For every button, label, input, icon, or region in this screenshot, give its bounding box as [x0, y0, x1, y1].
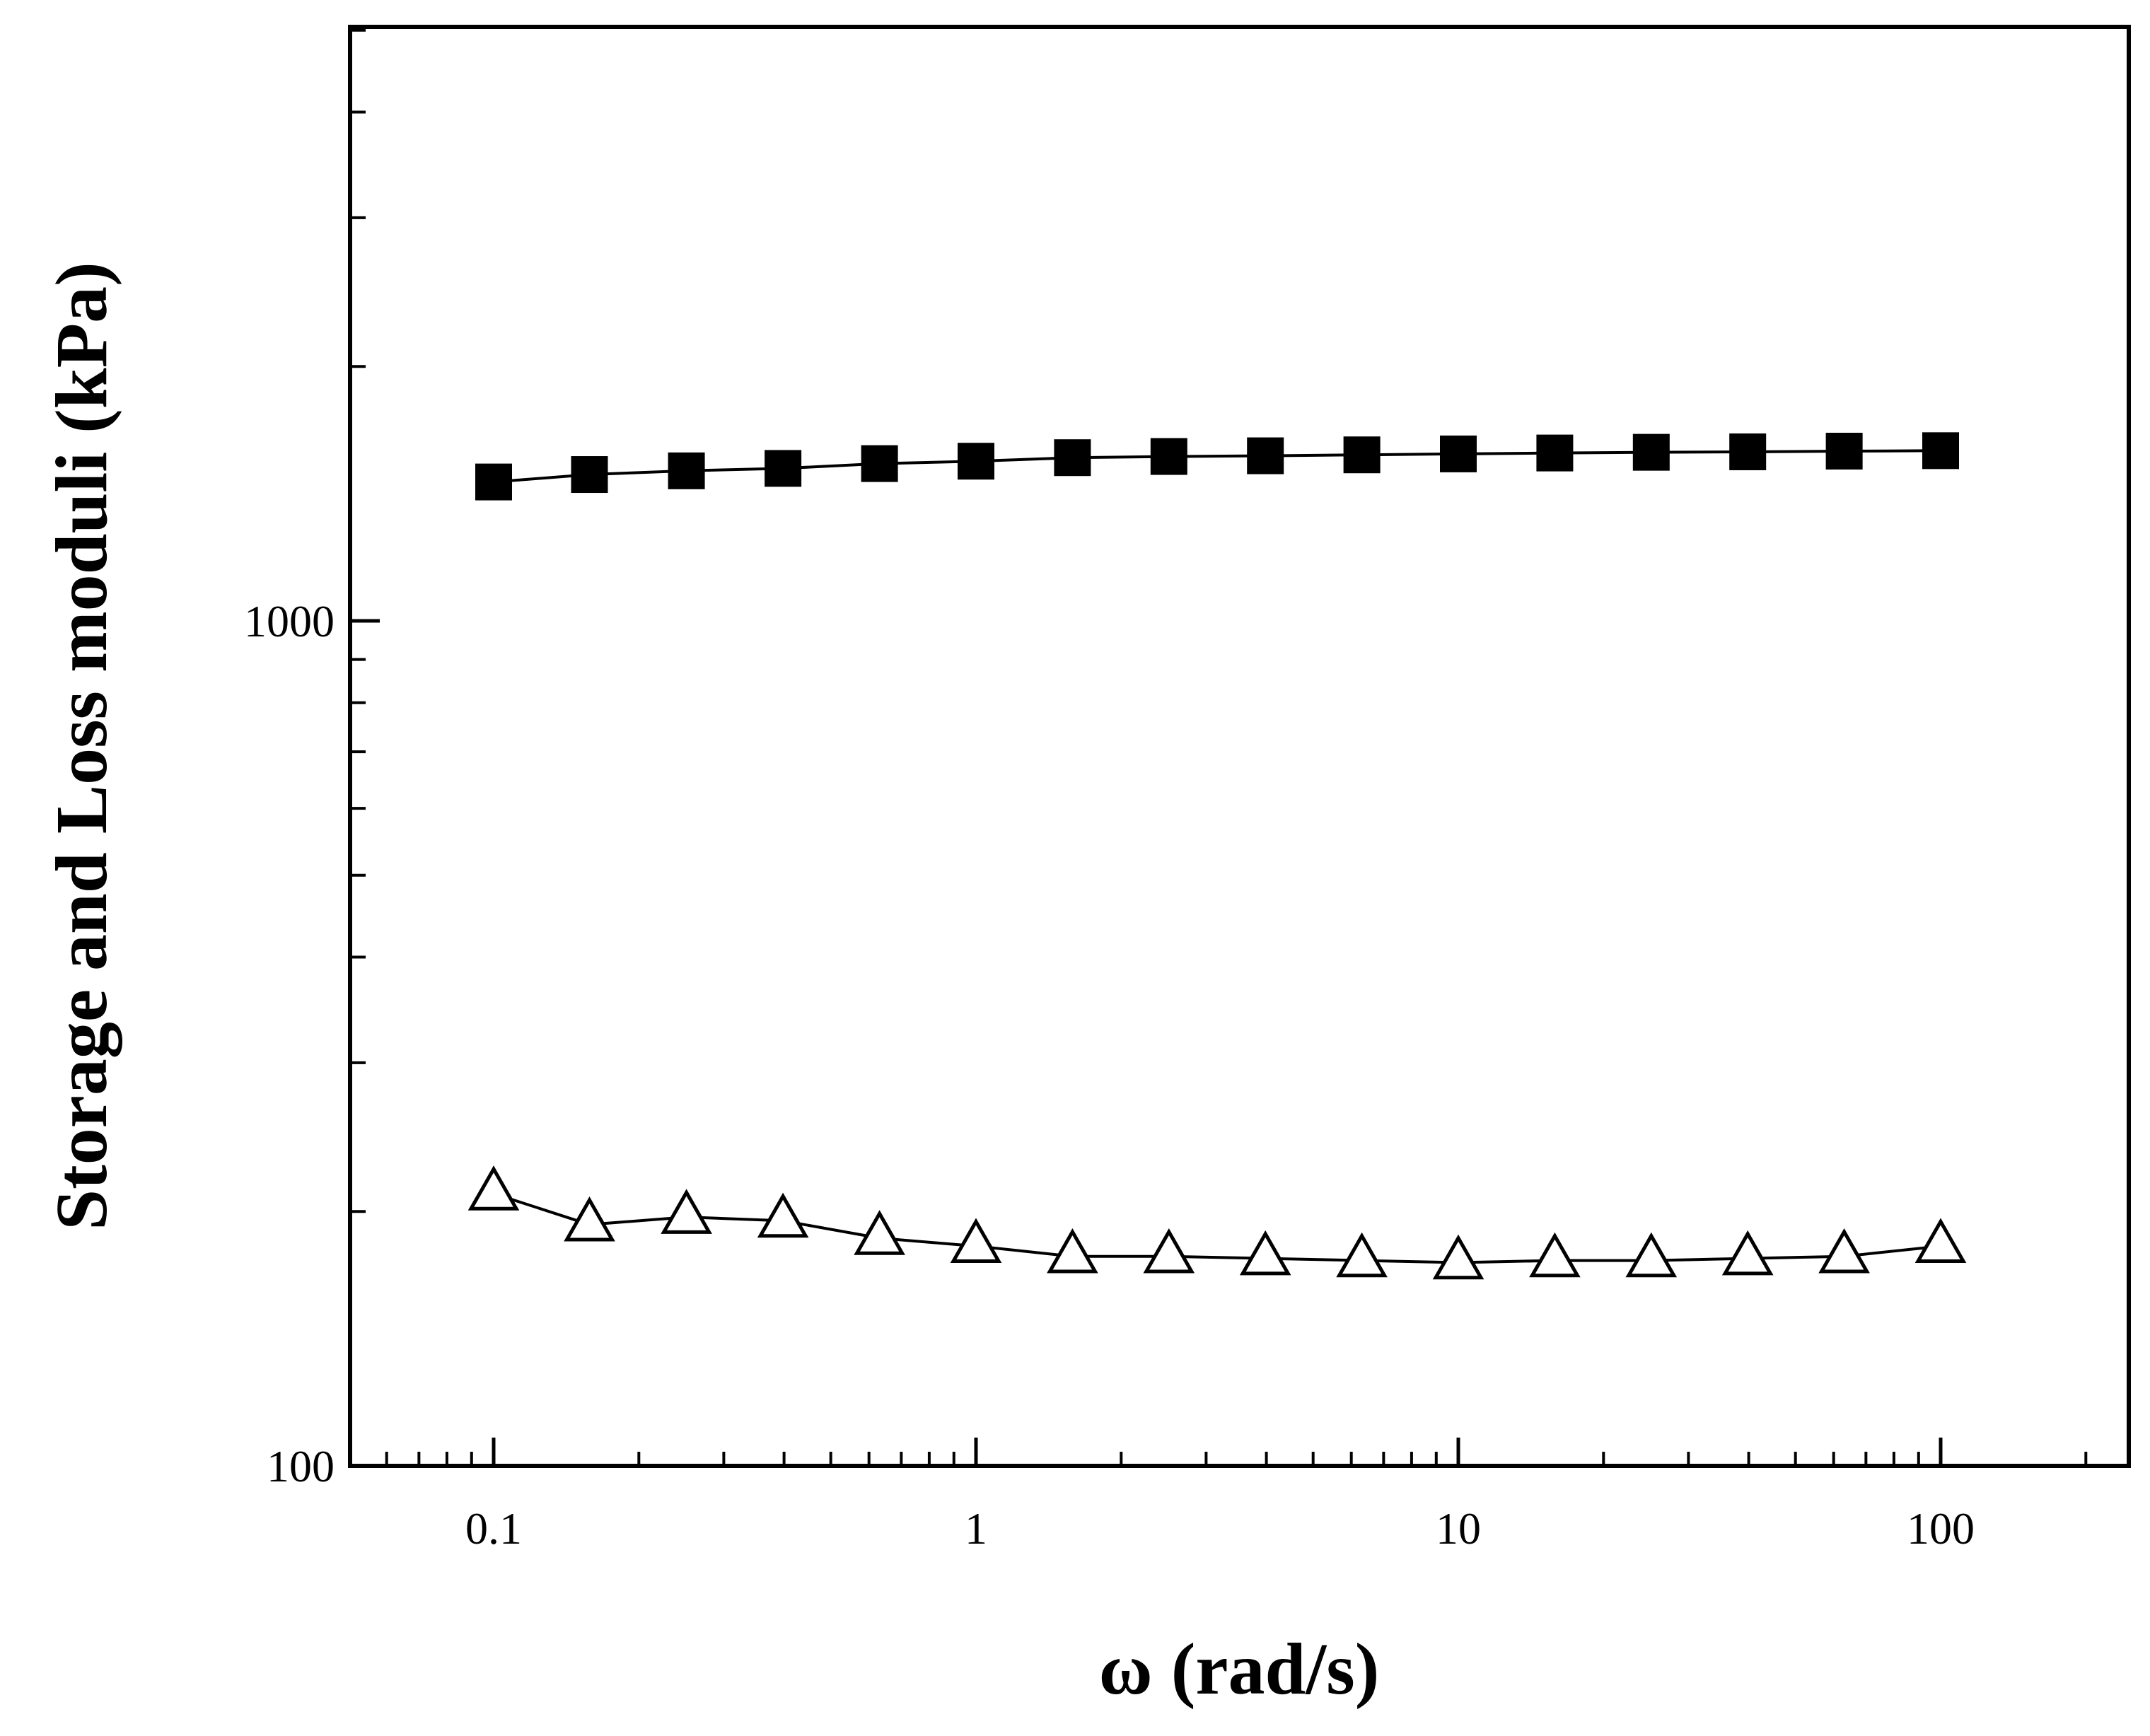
series-2-point	[1432, 1234, 1484, 1280]
x-axis-title: ω (rad/s)	[1099, 1629, 1380, 1710]
series-2-point	[1625, 1232, 1678, 1278]
series-2-point	[950, 1218, 1002, 1263]
series-1-point	[765, 450, 802, 487]
series-2-point	[564, 1196, 615, 1242]
y-axis-title: Storage and Loss moduli (kPa)	[41, 262, 122, 1230]
series-1-point	[861, 445, 898, 482]
series-2-point	[1143, 1228, 1195, 1274]
series-1-point	[1922, 432, 1959, 470]
series-2-point	[1721, 1230, 1774, 1276]
series-1-point	[475, 463, 512, 501]
series-2-point	[1239, 1230, 1291, 1276]
series-1-point	[1632, 433, 1670, 471]
x-tick-label: 0.1	[465, 1503, 522, 1554]
y-tick-label: 1000	[244, 596, 335, 646]
series-1-point	[1343, 436, 1381, 474]
series-2-point	[854, 1210, 905, 1255]
x-major-ticks: 0.1 1 10 100	[465, 1438, 1975, 1554]
series-1-point	[1729, 433, 1767, 470]
x-tick-label: 100	[1907, 1503, 1975, 1554]
series-1-point	[958, 443, 994, 480]
series-markers	[467, 432, 1967, 1280]
series-1-point	[1440, 435, 1477, 472]
y-tick-label: 100	[267, 1441, 335, 1491]
series-1-point	[668, 452, 705, 489]
series-1-point	[1150, 438, 1187, 475]
series-1-point	[1247, 437, 1284, 474]
x-tick-label: 1	[965, 1503, 987, 1554]
series-2-point	[757, 1192, 809, 1238]
series-1-point	[1536, 434, 1574, 472]
series-2-point	[1336, 1232, 1388, 1278]
series-2-point	[1529, 1232, 1581, 1278]
series-2-point	[1047, 1228, 1098, 1274]
series-2-line	[493, 1192, 1941, 1264]
x-tick-label: 10	[1436, 1503, 1481, 1554]
x-minor-ticks	[385, 1452, 2088, 1466]
series-2-point	[467, 1165, 520, 1211]
series-1-line	[493, 449, 1941, 484]
series-2-point	[661, 1189, 712, 1234]
series-1-point	[571, 456, 608, 494]
series-2-point	[1818, 1228, 1870, 1274]
plot-frame	[348, 25, 2131, 1468]
y-minor-ticks	[350, 28, 366, 1213]
series-1-point	[1825, 432, 1863, 470]
y-major-ticks: 100 1000	[244, 596, 380, 1491]
series-2-point	[1914, 1218, 1967, 1263]
series-1-point	[1054, 439, 1091, 477]
series-lines	[493, 449, 1941, 1264]
